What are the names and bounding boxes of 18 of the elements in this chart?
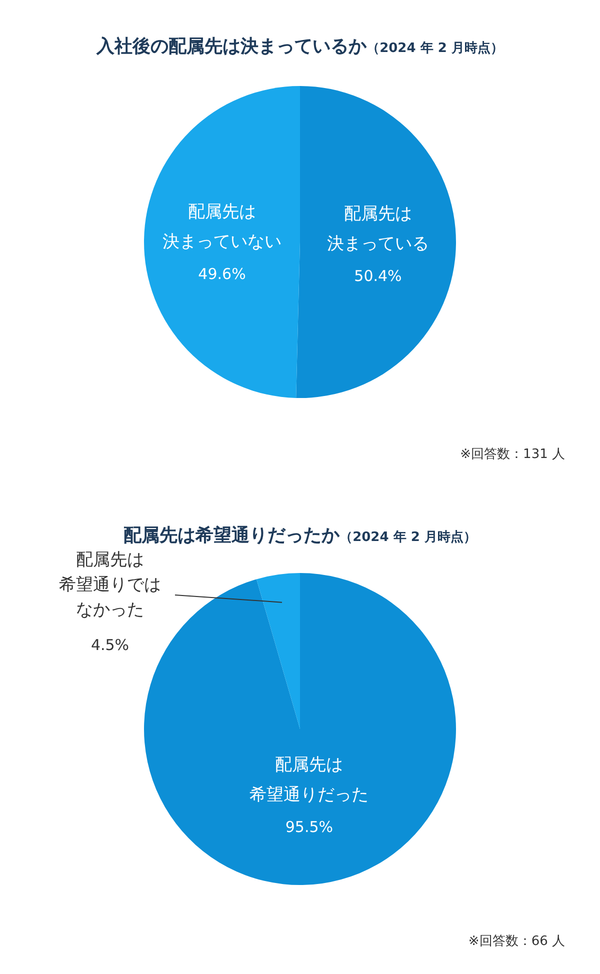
slice-label: 配属先は決まっていない (162, 202, 282, 252)
data-label: 49.6% (198, 265, 246, 284)
chart-title: 配属先は希望通りだったか (124, 525, 341, 546)
slice-label: 配属先は希望通りではなかった (59, 550, 161, 620)
pie-slice (256, 573, 300, 729)
data-label: 95.5% (285, 818, 334, 836)
pie-slice (144, 573, 456, 885)
text: ※回答数：131 人 (460, 447, 565, 462)
pie-slice (296, 86, 456, 398)
pie-slice (144, 86, 300, 398)
chart-subtitle: （2024 年 2 月時点） (366, 40, 504, 56)
slice-label: 配属先は希望通りだった (250, 754, 369, 805)
chart-title: 入社後の配属先は決まっているか (96, 36, 368, 57)
text: ※回答数：66 人 (468, 934, 565, 949)
data-label: 50.4% (354, 266, 402, 285)
data-label: 4.5% (90, 636, 130, 654)
chart-subtitle: （2024 年 2 月時点） (340, 529, 476, 545)
slice-label: 配属先は決まっている (326, 204, 429, 254)
